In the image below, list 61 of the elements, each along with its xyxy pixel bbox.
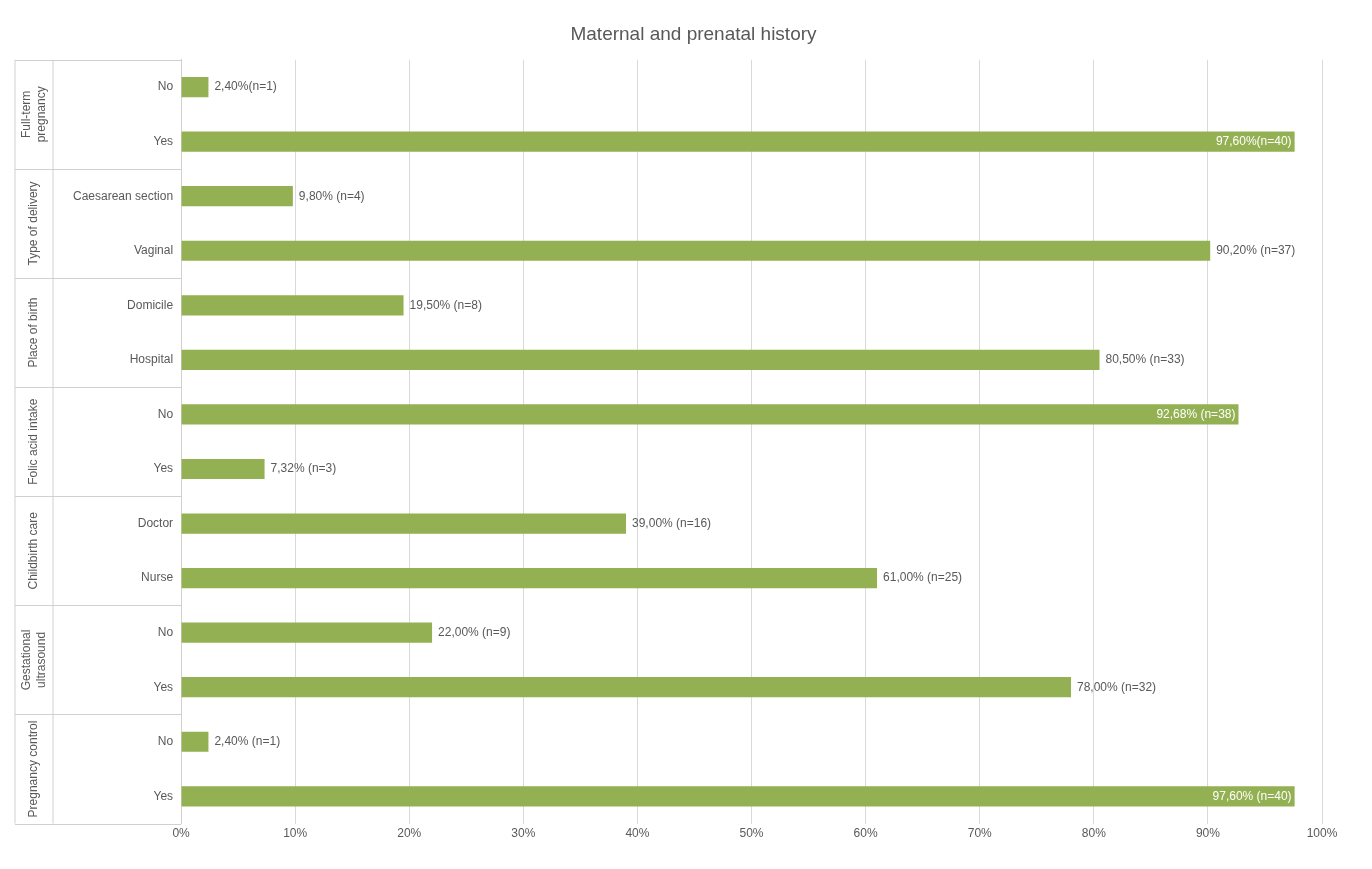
data-label: 97,60%(n=40) bbox=[1215, 133, 1292, 148]
data-label: 2,40% (n=1) bbox=[214, 734, 281, 749]
bar bbox=[181, 240, 1211, 261]
x-tick-label: 10% bbox=[283, 826, 308, 841]
chart-title: Maternal and prenatal history bbox=[570, 22, 818, 44]
y-tick-label: Hospital bbox=[129, 352, 174, 367]
data-label: 7,32% (n=3) bbox=[270, 461, 337, 476]
bar bbox=[181, 677, 1071, 698]
bar bbox=[181, 295, 404, 316]
x-tick-label: 80% bbox=[1081, 826, 1107, 841]
bar bbox=[181, 622, 433, 643]
data-label: 97,60% (n=40) bbox=[1212, 788, 1292, 803]
x-tick-label: 40% bbox=[625, 826, 650, 841]
bar bbox=[181, 568, 878, 589]
y-tick-label: Yes bbox=[153, 461, 174, 476]
data-label: 92,68% (n=38) bbox=[1156, 406, 1236, 421]
data-label: 39,00% (n=16) bbox=[632, 515, 712, 530]
y-tick-label: Vaginal bbox=[133, 243, 174, 258]
y-tick-label: No bbox=[157, 79, 174, 94]
bar bbox=[181, 513, 627, 534]
data-label: 61,00% (n=25) bbox=[883, 570, 963, 585]
text: Full-term pregnancy bbox=[18, 86, 48, 143]
data-label: 22,00% (n=9) bbox=[438, 624, 511, 639]
data-label: 19,50% (n=8) bbox=[409, 297, 482, 312]
bar bbox=[181, 186, 293, 207]
y-tick-label: Caesarean section bbox=[73, 188, 174, 203]
data-label: 9,80% (n=4) bbox=[298, 188, 365, 203]
text: Folic acid intake bbox=[26, 398, 41, 485]
data-label: 2,40%(n=1) bbox=[214, 79, 277, 94]
x-tick-label: 20% bbox=[397, 826, 422, 841]
y-tick-label: Yes bbox=[153, 679, 174, 694]
y-tick-label: Nurse bbox=[141, 570, 174, 585]
text: Place of birth bbox=[26, 297, 41, 368]
x-tick-label: 0% bbox=[172, 826, 191, 841]
data-label: 90,20% (n=37) bbox=[1216, 243, 1296, 258]
text: Pregnancy control bbox=[26, 720, 41, 818]
bar bbox=[181, 76, 209, 98]
y-tick-label: Yes bbox=[153, 133, 174, 148]
x-tick-label: 90% bbox=[1195, 826, 1221, 841]
y-tick-label: No bbox=[157, 624, 174, 639]
x-tick-label: 50% bbox=[739, 826, 764, 841]
bar bbox=[181, 131, 1295, 152]
text: Type of delivery bbox=[26, 181, 41, 266]
text: Gestational ultrasound bbox=[18, 629, 48, 691]
y-tick-label: Doctor bbox=[137, 515, 174, 530]
x-tick-label: 100% bbox=[1306, 826, 1338, 841]
y-tick-label: Domicile bbox=[127, 297, 174, 312]
bar bbox=[181, 349, 1100, 370]
x-tick-label: 30% bbox=[511, 826, 536, 841]
data-label: 80,50% (n=33) bbox=[1105, 352, 1185, 367]
y-tick-label: Yes bbox=[153, 788, 174, 803]
bar bbox=[181, 404, 1239, 425]
bar bbox=[181, 458, 265, 480]
x-tick-label: 60% bbox=[853, 826, 878, 841]
x-tick-label: 70% bbox=[967, 826, 993, 841]
y-tick-label: No bbox=[157, 406, 174, 421]
bar bbox=[181, 786, 1295, 807]
text: Childbirth care bbox=[26, 511, 41, 590]
data-label: 78,00% (n=32) bbox=[1076, 679, 1157, 694]
y-tick-label: No bbox=[157, 734, 174, 749]
bar bbox=[181, 731, 209, 752]
